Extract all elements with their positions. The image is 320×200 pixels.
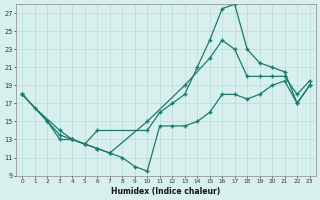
X-axis label: Humidex (Indice chaleur): Humidex (Indice chaleur) (111, 187, 220, 196)
